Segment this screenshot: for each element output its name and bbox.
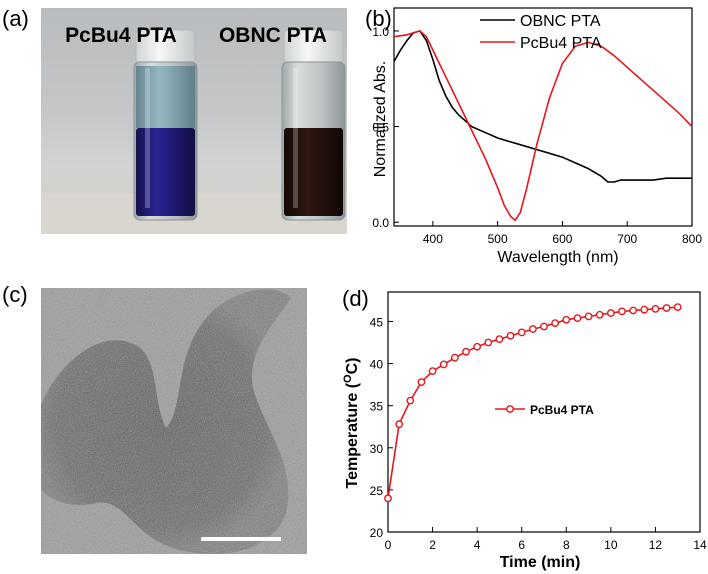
y-tick-label: 25	[370, 484, 384, 498]
data-point	[640, 305, 649, 314]
tem-image-drawing	[41, 288, 307, 554]
x-tick-label: 14	[693, 538, 707, 552]
x-axis-label: Time (min)	[500, 554, 581, 571]
x-tick-label: 4	[474, 538, 481, 552]
x-tick-label: 8	[563, 538, 570, 552]
y-tick-label: 40	[370, 358, 384, 372]
vial-label-pcbu4: PcBu4 PTA	[65, 24, 177, 47]
vial-photo: PcBu4 PTA OBNC PTA	[41, 8, 347, 234]
plot-frame	[387, 291, 701, 533]
y-tick-label: 35	[370, 400, 384, 414]
y-axis-label: Normalized Abs.	[372, 61, 389, 178]
data-point	[495, 335, 504, 344]
panel-label-c: (c)	[2, 282, 28, 307]
heating-curve-chart: 0 2 4 6 8 10 12 14 20 25 30 35 40 45 PcBu4 PTA Time (m…	[342, 291, 707, 571]
vial-label-obnc: OBNC PTA	[219, 24, 327, 47]
x-tick-label: 700	[617, 232, 637, 246]
panel-label-a: (a)	[2, 6, 29, 31]
y-tick-label: 30	[370, 442, 384, 456]
data-point	[384, 494, 392, 503]
data-point	[484, 338, 493, 347]
data-point	[573, 314, 582, 323]
x-tick-label: 800	[682, 232, 702, 246]
y-axis-label: Temperature (OC)	[342, 358, 361, 489]
data-point	[473, 342, 482, 351]
y-tick-label: 20	[370, 526, 384, 540]
y-tick-label: 45	[370, 315, 384, 329]
x-tick-label: 10	[604, 538, 618, 552]
vial-photo-drawing: PcBu4 PTA OBNC PTA	[41, 24, 347, 234]
data-point	[439, 360, 448, 369]
data-point	[562, 315, 571, 324]
data-point	[606, 309, 615, 317]
panel-label-d: (d)	[342, 286, 369, 311]
vial-obnc	[281, 29, 346, 221]
series-line-0	[393, 29, 692, 183]
data-point	[618, 307, 626, 316]
legend-label-0: PcBu4 PTA	[530, 403, 594, 417]
x-tick-label: 500	[488, 232, 508, 246]
panel-label-b: (b)	[365, 6, 392, 31]
data-point	[629, 306, 638, 315]
scale-bar	[201, 537, 281, 541]
y-tick-label: 1.0	[372, 25, 389, 39]
legend-label-1: PcBu4 PTA	[520, 35, 602, 52]
data-point	[450, 353, 459, 362]
x-axis-label: Wavelength (nm)	[497, 249, 618, 266]
data-point	[417, 378, 426, 387]
data-point	[540, 322, 548, 331]
y-tick-label: 0.0	[372, 216, 389, 230]
data-point	[428, 367, 437, 376]
data-point	[595, 310, 604, 319]
data-point	[584, 312, 593, 321]
data-point	[651, 304, 660, 313]
data-point	[528, 325, 537, 333]
x-tick-label: 12	[649, 538, 663, 552]
data-point	[506, 331, 515, 340]
x-tick-label: 400	[423, 232, 443, 246]
plot-frame	[393, 7, 693, 227]
x-tick-label: 0	[385, 538, 392, 552]
data-point	[517, 328, 526, 337]
legend-label-0: OBNC PTA	[520, 13, 601, 30]
data-point	[662, 304, 671, 312]
series-line-1	[393, 30, 693, 222]
x-tick-label: 600	[552, 232, 572, 246]
data-point	[395, 420, 404, 429]
vial-pcbu4	[133, 29, 198, 221]
x-tick-label: 6	[518, 538, 525, 552]
x-tick-label: 2	[429, 538, 436, 552]
data-point	[673, 303, 682, 312]
data-point	[551, 319, 560, 328]
legend-marker-0	[506, 405, 514, 413]
tem-image	[41, 288, 307, 554]
absorption-chart: 400 500 600 700 800 0.0 0.5 1.0 OBNC PTA PcBu4 PT…	[372, 7, 702, 266]
data-point	[462, 347, 470, 356]
y-tick-label: 0.5	[372, 121, 389, 135]
data-point	[406, 396, 415, 405]
